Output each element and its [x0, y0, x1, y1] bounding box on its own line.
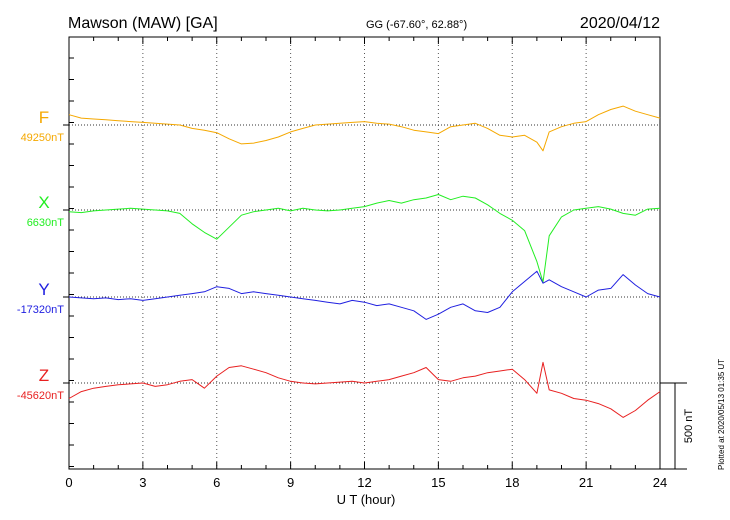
station-title: Mawson (MAW) [GA] [68, 15, 218, 32]
coordinates-label: GG (-67.60°, 62.88°) [366, 19, 467, 31]
series-line-z [68, 361, 661, 418]
series-name-x: X [38, 193, 49, 212]
plotted-timestamp: Plotted at 2020/05/13 01:35 UT [717, 359, 726, 470]
series-baseline-y: -17320nT [17, 304, 64, 316]
ticks-layer: 0 3 6 9 12 15 18 21 24 [65, 37, 667, 490]
x-tick-label: 18 [505, 475, 519, 490]
series-name-z: Z [39, 366, 49, 385]
series-baseline-x: 6630nT [27, 217, 65, 229]
x-tick-label: 0 [65, 475, 72, 490]
series-line-y [68, 270, 661, 320]
series-name-f: F [39, 108, 49, 127]
x-tick-label: 24 [653, 475, 667, 490]
series-line-x [68, 194, 661, 283]
x-tick-label: 9 [287, 475, 294, 490]
scale-bar: 500 nT [660, 382, 695, 470]
x-tick-label: 21 [579, 475, 593, 490]
labels-layer: F 49250nT X 6630nT Y -17320nT Z -45620nT [17, 108, 64, 402]
x-tick-label: 12 [357, 475, 371, 490]
date-label: 2020/04/12 [580, 15, 660, 32]
series-layer [68, 105, 661, 418]
x-axis-label: U T (hour) [337, 492, 396, 507]
x-tick-label: 15 [431, 475, 445, 490]
series-baseline-f: 49250nT [21, 132, 65, 144]
x-tick-label: 6 [213, 475, 220, 490]
scale-bar-label: 500 nT [683, 409, 695, 444]
series-baseline-z: -45620nT [17, 390, 64, 402]
grid-layer [63, 37, 660, 469]
series-name-y: Y [38, 280, 49, 299]
series-line-f [68, 105, 661, 152]
x-tick-label: 3 [139, 475, 146, 490]
